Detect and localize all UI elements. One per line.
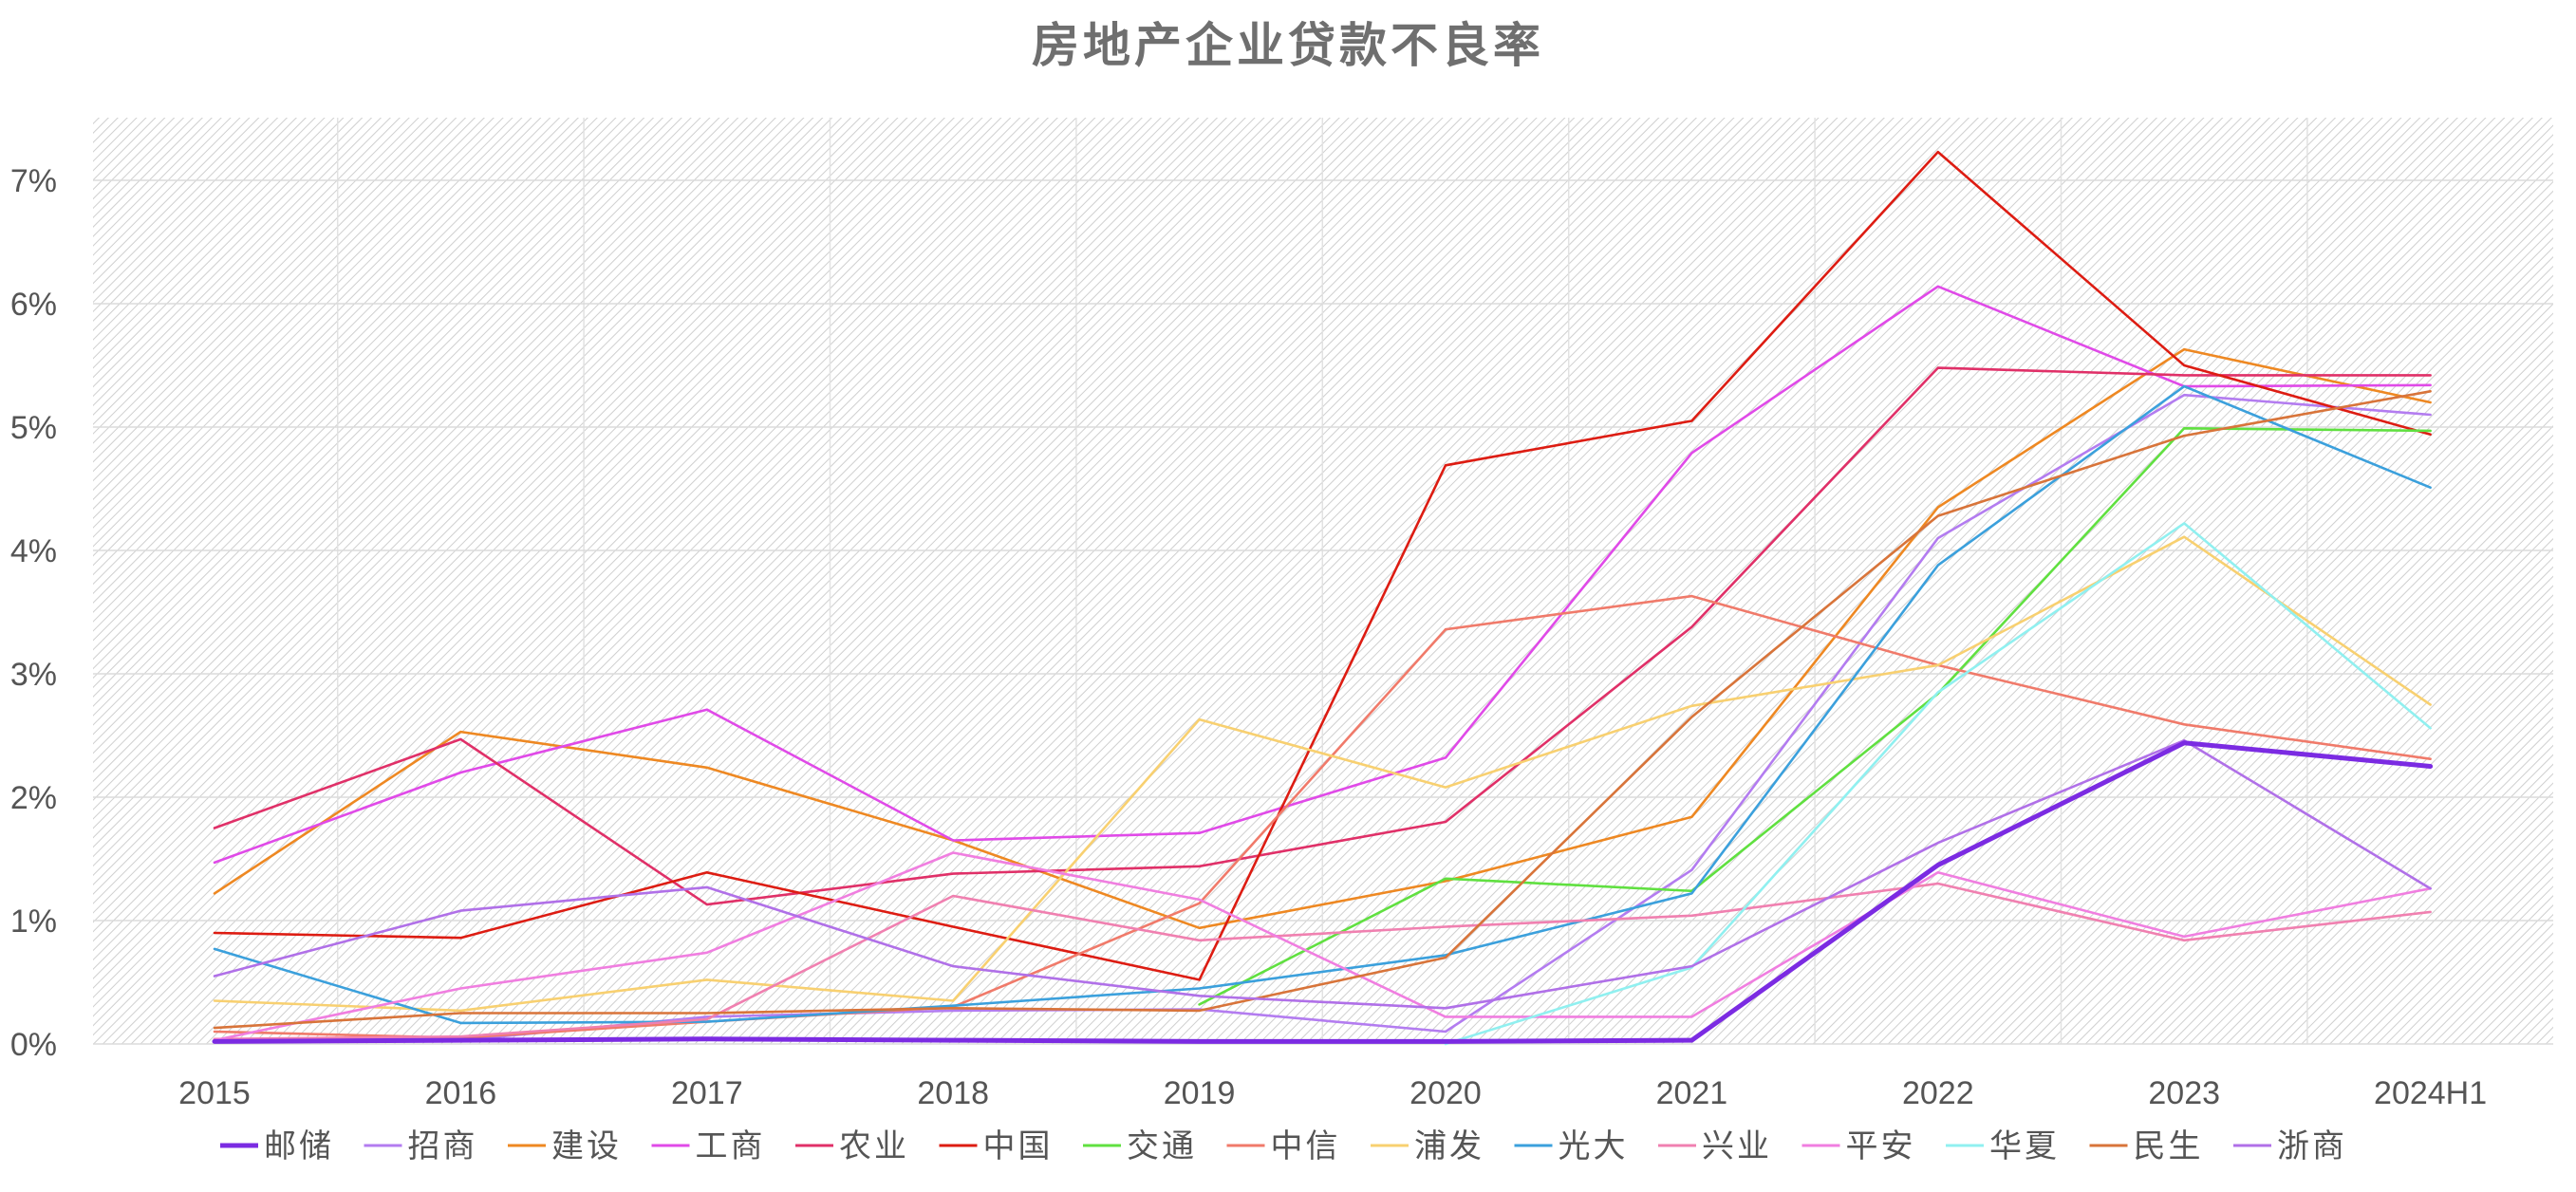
legend-label: 平安 — [1846, 1127, 1916, 1165]
x-tick-label: 2022 — [1902, 1075, 1974, 1111]
legend-item: 农业 — [795, 1127, 909, 1165]
x-tick-label: 2020 — [1409, 1075, 1482, 1111]
x-tick-label: 2018 — [917, 1075, 989, 1111]
x-tick-label: 2017 — [671, 1075, 743, 1111]
legend-label: 农业 — [839, 1127, 909, 1165]
chart-title: 房地产企业贷款不良率 — [1032, 17, 1544, 73]
series-line-兴业 — [213, 882, 2432, 1041]
legend-item: 建设 — [508, 1127, 622, 1165]
legend-item: 交通 — [1083, 1127, 1197, 1165]
y-tick-label: 3% — [10, 657, 57, 693]
legend-item: 浦发 — [1371, 1127, 1484, 1165]
x-tick-label: 2021 — [1656, 1075, 1728, 1111]
legend-label: 招商 — [408, 1127, 478, 1165]
legend-item: 招商 — [364, 1127, 478, 1165]
series-line-平安 — [213, 851, 2432, 1042]
legend-item: 平安 — [1801, 1127, 1916, 1165]
series-line-中信 — [213, 594, 2432, 1039]
legend-label: 工商 — [696, 1127, 766, 1165]
legend-item: 邮储 — [220, 1127, 334, 1165]
legend-item: 兴业 — [1658, 1127, 1772, 1165]
x-tick-label: 2019 — [1164, 1075, 1236, 1111]
legend-label: 交通 — [1127, 1127, 1197, 1165]
y-tick-label: 0% — [10, 1027, 57, 1063]
legend-item: 中信 — [1226, 1127, 1341, 1165]
y-tick-label: 1% — [10, 903, 57, 940]
series-line-工商 — [213, 285, 2432, 865]
series-line-浙商 — [213, 738, 2432, 1010]
legend-label: 浦发 — [1414, 1127, 1484, 1165]
legend-label: 中信 — [1271, 1127, 1341, 1165]
legend-label: 中国 — [983, 1127, 1054, 1165]
x-tick-label: 2024H1 — [2374, 1075, 2487, 1111]
legend-item: 华夏 — [1946, 1127, 2060, 1165]
x-tick-label: 2023 — [2148, 1075, 2220, 1111]
x-tick-label: 2016 — [425, 1075, 497, 1111]
series-line-邮储 — [212, 740, 2434, 1044]
series-line-浦发 — [213, 535, 2432, 1013]
x-tick-label: 2015 — [178, 1075, 251, 1111]
legend-item: 中国 — [939, 1127, 1054, 1165]
legend-label: 华夏 — [1989, 1127, 2060, 1165]
series-line-民生 — [213, 390, 2432, 1030]
legend-label: 建设 — [551, 1127, 622, 1165]
legend-label: 邮储 — [264, 1127, 334, 1165]
series-line-农业 — [213, 366, 2432, 906]
legend-label: 光大 — [1559, 1127, 1629, 1165]
series-line-建设 — [213, 347, 2432, 930]
y-tick-label: 5% — [10, 410, 57, 446]
legend-item: 工商 — [651, 1127, 766, 1165]
y-tick-label: 4% — [10, 533, 57, 569]
legend-label: 浙商 — [2277, 1127, 2347, 1165]
legend-item: 光大 — [1514, 1127, 1629, 1165]
y-tick-label: 6% — [10, 287, 57, 323]
y-tick-label: 2% — [10, 780, 57, 816]
legend-label: 兴业 — [1702, 1127, 1772, 1165]
series-line-中国 — [213, 150, 2432, 981]
y-tick-label: 7% — [10, 163, 57, 199]
legend-item: 民生 — [2089, 1127, 2204, 1165]
legend-item: 浙商 — [2233, 1127, 2347, 1165]
legend-label: 民生 — [2134, 1127, 2204, 1165]
series-line-华夏 — [1444, 522, 2432, 1046]
